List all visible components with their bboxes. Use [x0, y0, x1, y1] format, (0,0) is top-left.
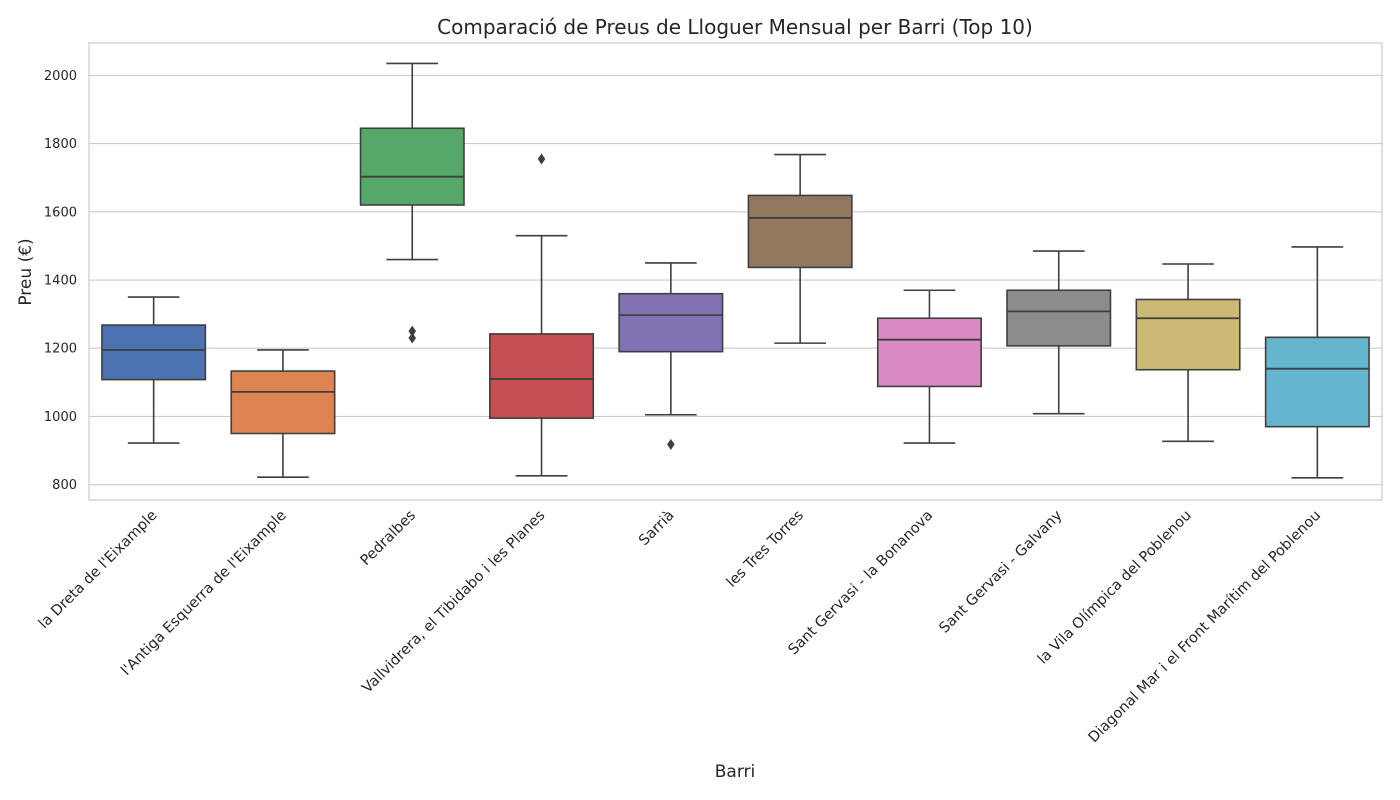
- box: [876, 317, 982, 388]
- x-tick-label: la Dreta de l'Eixample: [36, 507, 161, 632]
- box: [101, 324, 207, 381]
- box: [747, 194, 853, 269]
- outlier-point: [408, 332, 417, 344]
- box-group: [230, 349, 336, 478]
- box-group: [618, 262, 724, 450]
- y-tick-label: 1200: [44, 342, 77, 357]
- x-tick-label: Sarrià: [636, 508, 677, 549]
- box-group: [1135, 263, 1241, 443]
- x-tick-label: la Vila Olímpica del Poblenou: [1035, 508, 1195, 668]
- y-axis-title: Preu (€): [16, 238, 36, 305]
- y-tick-label: 1400: [44, 274, 77, 289]
- box: [489, 333, 595, 419]
- box-group: [1264, 246, 1370, 479]
- x-tick-label: Sant Gervasi - Galvany: [936, 507, 1065, 636]
- outlier-point: [667, 438, 675, 450]
- x-axis-title: Barri: [715, 762, 755, 782]
- box-group: [489, 153, 595, 477]
- boxes: [101, 62, 1370, 479]
- box: [230, 370, 336, 435]
- box: [359, 127, 465, 206]
- box: [1264, 336, 1370, 428]
- y-tick-label: 1800: [44, 137, 77, 152]
- x-tick-label: Pedralbes: [358, 508, 419, 569]
- x-tick-label: Sant Gervasi - la Bonanova: [786, 508, 937, 659]
- chart-title: Comparació de Preus de Lloguer Mensual p…: [437, 15, 1033, 39]
- y-tick-label: 1000: [44, 410, 77, 425]
- box-group: [747, 153, 853, 344]
- y-tick-labels: 800 1000 1200 1400 1600 1800 2000: [44, 69, 77, 493]
- x-tick-label: les Tres Torres: [724, 508, 807, 591]
- y-tick-label: 800: [52, 478, 77, 493]
- box: [618, 292, 724, 353]
- box: [1006, 289, 1112, 347]
- box-group: [876, 289, 982, 444]
- box: [1135, 298, 1241, 371]
- box-group: [1006, 250, 1112, 415]
- box-group: [101, 296, 207, 444]
- y-tick-label: 2000: [44, 69, 77, 84]
- x-tick-label: Diagonal Mar i el Front Marítim del Pobl…: [1086, 508, 1325, 747]
- outlier-point: [537, 153, 546, 165]
- box-group: [359, 62, 465, 344]
- y-tick-label: 1600: [44, 205, 77, 220]
